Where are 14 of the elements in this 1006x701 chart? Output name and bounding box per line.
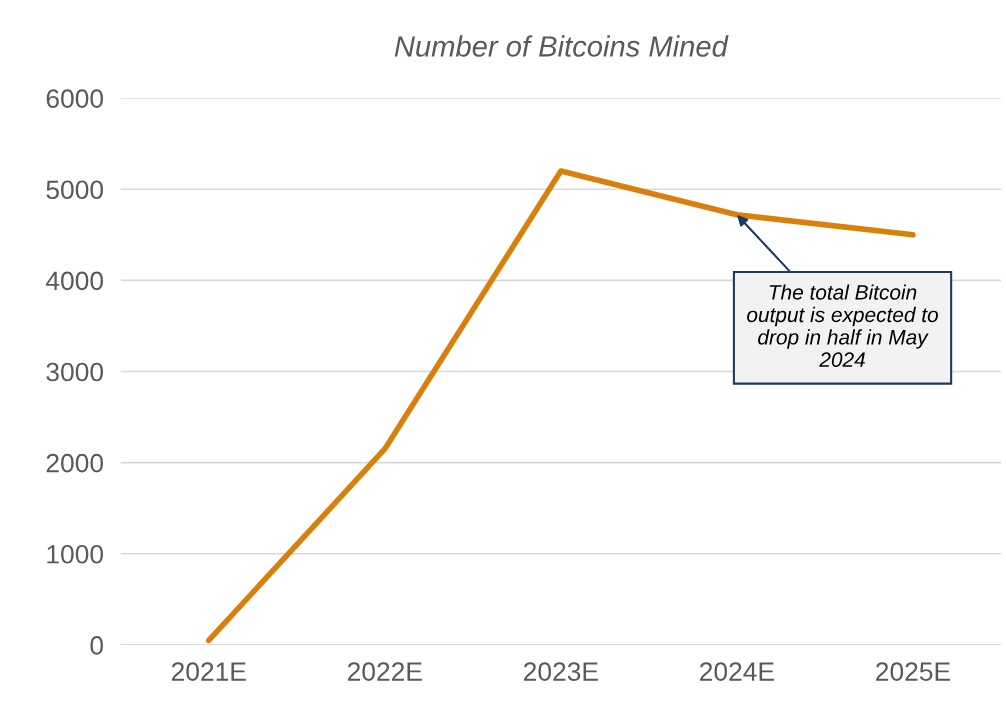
x-tick-label: 2024E bbox=[700, 662, 774, 681]
y-tick-label: 2000 bbox=[46, 453, 104, 473]
x-tick-label: 2022E bbox=[347, 662, 422, 681]
y-tick-label: 5000 bbox=[46, 180, 104, 200]
x-tick-label: 2021E bbox=[171, 662, 246, 681]
y-tick-label: 4000 bbox=[45, 271, 104, 291]
y-tick-label: 0 bbox=[90, 636, 104, 655]
annotation: The total Bitcoin output is expected to drop in half in May 2024 bbox=[747, 284, 938, 368]
x-tick-label: 2025E bbox=[876, 662, 950, 681]
y-tick-label: 6000 bbox=[46, 89, 104, 108]
y-tick-label: 3000 bbox=[46, 362, 104, 382]
y-tick-label: 1000 bbox=[47, 544, 104, 564]
chart-title: Number of Bitcoins Mined bbox=[394, 35, 729, 57]
x-tick-label: 2023E bbox=[524, 662, 598, 681]
